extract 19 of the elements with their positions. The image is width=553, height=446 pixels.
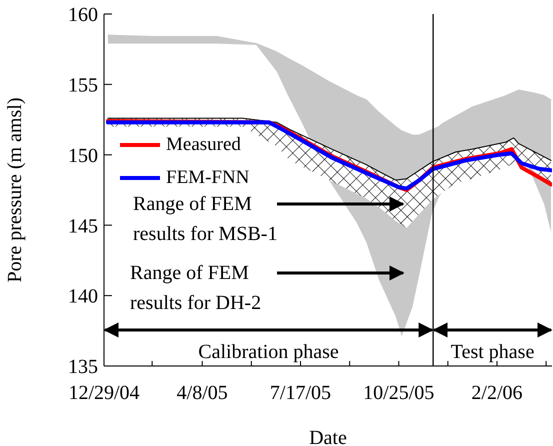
y-tick-label: 140 (68, 286, 98, 308)
y-tick-label: 150 (68, 144, 98, 167)
annotation: Test phase (450, 341, 534, 363)
y-tick-label: 160 (68, 4, 98, 26)
x-tick-label: 7/17/05 (270, 382, 332, 404)
annotation: Range of FEM results for DH-2 (130, 262, 262, 314)
legend-label: FEM-FNN (166, 166, 250, 188)
y-tick-label: 155 (68, 74, 98, 96)
x-tick-label: 12/29/04 (68, 382, 140, 404)
annotation: Range of FEM results for MSB-1 (133, 193, 278, 245)
y-axis-title: Pore pressure (m amsl) (4, 98, 26, 282)
x-tick-label: 2/2/06 (471, 382, 523, 404)
legend-label: Measured (166, 134, 241, 156)
x-axis-title: Date (309, 427, 347, 446)
y-tick-label: 145 (68, 215, 98, 238)
y-tick-label: 135 (68, 356, 98, 378)
x-tick-label: 4/8/05 (176, 382, 228, 404)
x-tick-label: 10/25/05 (363, 382, 434, 404)
annotation: Calibration phase (198, 341, 339, 363)
